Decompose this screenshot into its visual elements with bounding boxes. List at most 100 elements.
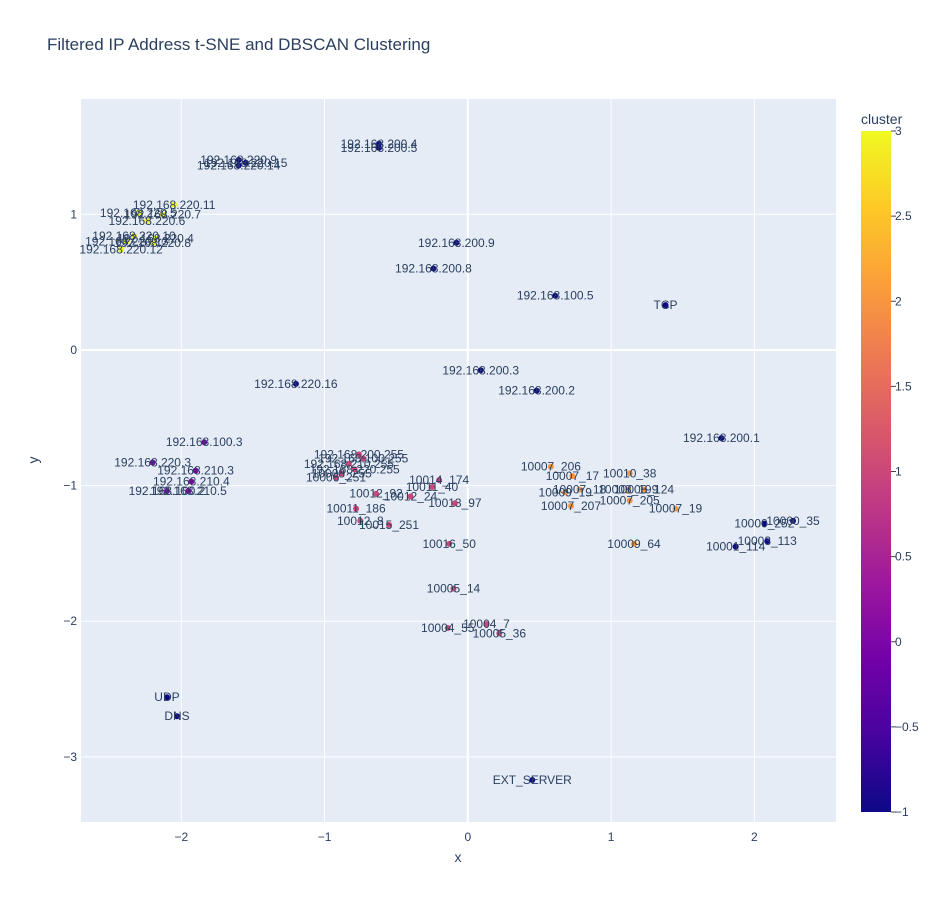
data-point[interactable]	[790, 517, 797, 524]
point-label: 10000_252	[734, 517, 794, 531]
data-point[interactable]	[718, 435, 725, 442]
point-label: 10016_50	[422, 537, 476, 551]
point-label: 192.168.220.13	[85, 234, 169, 248]
data-point[interactable]	[373, 490, 380, 497]
data-point[interactable]	[672, 505, 679, 512]
point-label: 192.168.200.5	[341, 141, 418, 155]
chart-title: Filtered IP Address t-SNE and DBSCAN Clu…	[47, 35, 430, 54]
data-point[interactable]	[569, 473, 576, 480]
data-point[interactable]	[430, 265, 437, 272]
data-point[interactable]	[386, 521, 393, 528]
y-tick-label: −1	[63, 479, 77, 493]
data-point[interactable]	[242, 159, 249, 166]
point-label: 192.168.220.9	[200, 153, 277, 167]
point-label: 192.168.220.4	[117, 232, 194, 246]
data-point[interactable]	[235, 162, 242, 169]
x-axis-title: x	[455, 849, 462, 865]
data-point[interactable]	[436, 477, 443, 484]
point-label: 10005_14	[427, 582, 481, 596]
data-point[interactable]	[562, 489, 569, 496]
data-point[interactable]	[355, 451, 362, 458]
data-point[interactable]	[163, 694, 170, 701]
point-label: 10007_206	[521, 460, 581, 474]
data-point[interactable]	[483, 620, 490, 627]
point-label: 10001_114	[706, 540, 766, 554]
data-point[interactable]	[576, 486, 583, 493]
data-point[interactable]	[149, 459, 156, 466]
data-point[interactable]	[143, 218, 150, 225]
data-point[interactable]	[764, 538, 771, 545]
data-point[interactable]	[533, 387, 540, 394]
data-point[interactable]	[338, 470, 345, 477]
data-point[interactable]	[185, 488, 192, 495]
data-point[interactable]	[159, 211, 166, 218]
data-point[interactable]	[345, 460, 352, 467]
point-labels: 192.168.200.4192.168.200.5192.168.220.91…	[79, 137, 820, 787]
colorbar-tick-label: 1	[895, 465, 902, 479]
data-point[interactable]	[131, 233, 138, 240]
x-axis-ticks: −2 −1 0 1 2	[174, 830, 758, 844]
point-label: 10004_7	[463, 617, 510, 631]
data-point[interactable]	[477, 367, 484, 374]
data-point[interactable]	[630, 540, 637, 547]
colorbar-tick-label: 2.5	[895, 209, 912, 223]
data-point[interactable]	[192, 467, 199, 474]
data-point[interactable]	[333, 474, 340, 481]
point-label: 192.168.220.11	[133, 198, 216, 212]
data-point[interactable]	[171, 201, 178, 208]
data-point[interactable]	[567, 502, 574, 509]
data-point[interactable]	[235, 157, 242, 164]
point-label: 192.168.210.5	[150, 484, 227, 498]
data-point[interactable]	[450, 585, 457, 592]
data-point[interactable]	[732, 543, 739, 550]
data-point[interactable]	[357, 517, 364, 524]
point-label: 10003_113	[738, 534, 798, 548]
point-label: 192.168.210.255	[304, 457, 394, 471]
data-point[interactable]	[453, 239, 460, 246]
plot-area[interactable]	[81, 99, 836, 822]
data-point[interactable]	[201, 439, 208, 446]
data-point[interactable]	[292, 380, 299, 387]
data-point[interactable]	[641, 486, 648, 493]
point-label: DNS	[164, 709, 189, 723]
data-point[interactable]	[444, 625, 451, 632]
data-point[interactable]	[552, 292, 559, 299]
point-label: 192.168.200.9	[418, 236, 495, 250]
data-point[interactable]	[626, 497, 633, 504]
grid-lines	[81, 99, 836, 822]
point-label: 192.168.100.3	[166, 435, 243, 449]
data-point[interactable]	[547, 463, 554, 470]
data-point[interactable]	[625, 486, 632, 493]
data-point[interactable]	[118, 246, 125, 253]
data-point[interactable]	[761, 520, 768, 527]
data-point[interactable]	[446, 540, 453, 547]
data-point[interactable]	[123, 238, 130, 245]
x-tick-label: 2	[751, 830, 758, 844]
data-point[interactable]	[407, 493, 414, 500]
data-point[interactable]	[135, 209, 142, 216]
point-label: 10009_64	[607, 537, 661, 551]
data-point[interactable]	[662, 302, 669, 309]
point-label: 192.168.220.15	[204, 156, 288, 170]
data-point[interactable]	[428, 483, 435, 490]
data-point[interactable]	[188, 478, 195, 485]
data-point[interactable]	[351, 466, 358, 473]
point-label: 192.168.100.5	[517, 289, 594, 303]
data-point[interactable]	[173, 713, 180, 720]
data-point[interactable]	[149, 239, 156, 246]
data-point[interactable]	[451, 500, 458, 507]
data-point[interactable]	[529, 776, 536, 783]
data-point[interactable]	[496, 630, 503, 637]
data-point[interactable]	[626, 470, 633, 477]
colorbar-tick-label: 0	[895, 635, 902, 649]
y-axis-title: y	[25, 457, 41, 464]
point-label: UDP	[154, 690, 179, 704]
data-point[interactable]	[163, 488, 170, 495]
data-point[interactable]	[353, 505, 360, 512]
point-label: 10007_19	[649, 502, 703, 516]
data-point[interactable]	[360, 455, 367, 462]
point-label: 10008_255	[312, 466, 372, 480]
data-point[interactable]	[375, 144, 382, 151]
point-label: 192.168.220.6	[109, 214, 186, 228]
